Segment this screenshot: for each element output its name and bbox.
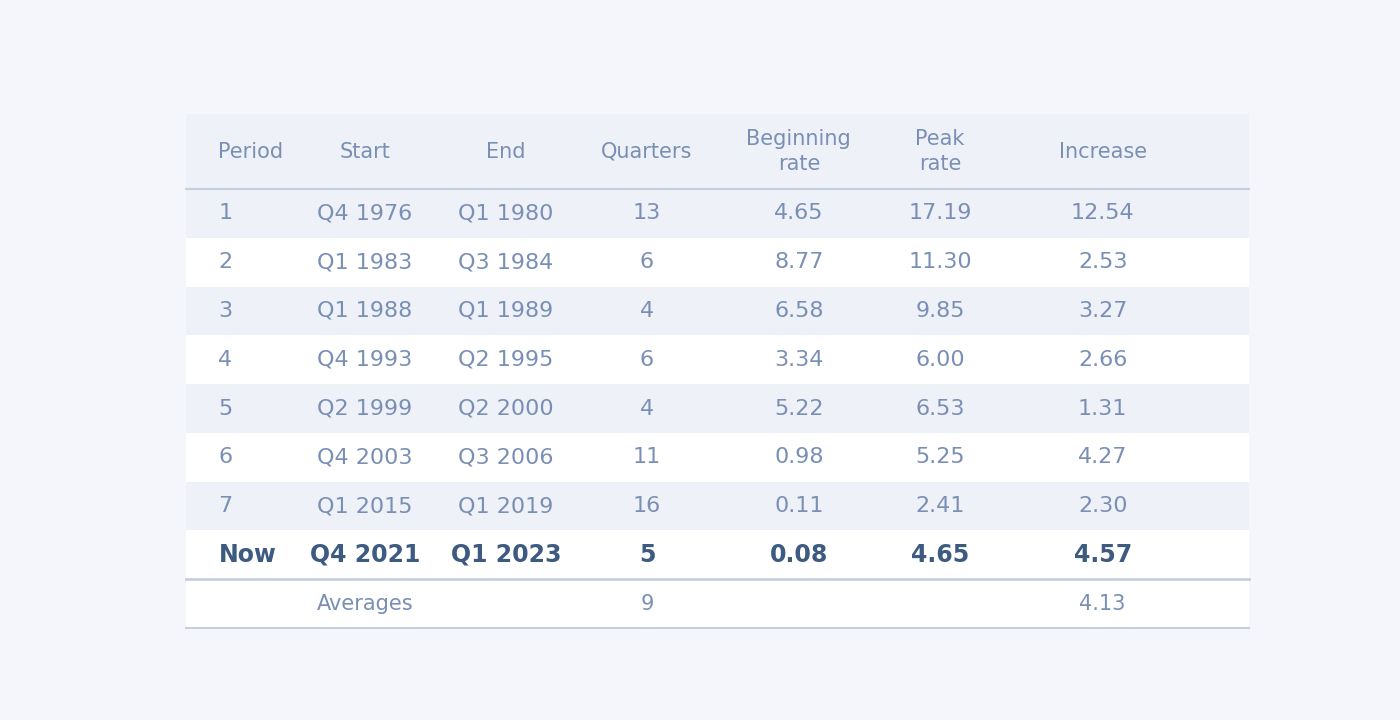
Text: Q1 2023: Q1 2023 [451, 543, 561, 567]
Text: Q4 2003: Q4 2003 [318, 447, 413, 467]
Text: Increase: Increase [1058, 142, 1147, 161]
Text: Q2 1999: Q2 1999 [318, 398, 413, 418]
Text: 5.25: 5.25 [916, 447, 965, 467]
Text: Averages: Averages [316, 594, 413, 613]
Text: 4.13: 4.13 [1079, 594, 1126, 613]
Text: 11.30: 11.30 [909, 252, 972, 272]
Text: Start: Start [339, 142, 391, 161]
Text: 6.53: 6.53 [916, 398, 965, 418]
Text: Q1 1988: Q1 1988 [318, 301, 413, 321]
Bar [186, 336, 1249, 384]
Bar [186, 114, 1249, 189]
Text: 2: 2 [218, 252, 232, 272]
Text: Q3 1984: Q3 1984 [458, 252, 553, 272]
Text: Now: Now [218, 543, 276, 567]
Text: 6: 6 [640, 252, 654, 272]
Text: 0.08: 0.08 [770, 543, 827, 567]
Text: 6: 6 [640, 350, 654, 369]
Text: 9.85: 9.85 [916, 301, 965, 321]
Text: 9: 9 [640, 594, 654, 613]
Text: 6.00: 6.00 [916, 350, 965, 369]
Text: 7: 7 [218, 496, 232, 516]
Text: Q3 2006: Q3 2006 [458, 447, 553, 467]
Text: 4.57: 4.57 [1074, 543, 1131, 567]
Text: Q1 2019: Q1 2019 [458, 496, 553, 516]
Text: 6: 6 [218, 447, 232, 467]
Text: 1: 1 [218, 203, 232, 223]
Bar [186, 531, 1249, 580]
Bar [186, 287, 1249, 336]
Text: 0.98: 0.98 [774, 447, 823, 467]
Text: 0.11: 0.11 [774, 496, 823, 516]
Text: 4.65: 4.65 [911, 543, 969, 567]
Text: End: End [486, 142, 525, 161]
Text: Q1 1989: Q1 1989 [458, 301, 553, 321]
Text: 17.19: 17.19 [909, 203, 972, 223]
Text: 4: 4 [640, 301, 654, 321]
Text: 11: 11 [633, 447, 661, 467]
Text: Q1 1980: Q1 1980 [458, 203, 553, 223]
Text: Period: Period [218, 142, 284, 161]
Text: 4.27: 4.27 [1078, 447, 1127, 467]
Text: Q1 1983: Q1 1983 [318, 252, 413, 272]
Text: 3.27: 3.27 [1078, 301, 1127, 321]
Text: 2.66: 2.66 [1078, 350, 1127, 369]
Text: 2.30: 2.30 [1078, 496, 1127, 516]
Bar [186, 238, 1249, 287]
Text: Q4 2021: Q4 2021 [309, 543, 420, 567]
Text: 2.53: 2.53 [1078, 252, 1127, 272]
Text: 16: 16 [633, 496, 661, 516]
Text: 1.31: 1.31 [1078, 398, 1127, 418]
Text: 12.54: 12.54 [1071, 203, 1134, 223]
Text: 4: 4 [640, 398, 654, 418]
Text: Q1 2015: Q1 2015 [318, 496, 413, 516]
Text: Q4 1993: Q4 1993 [318, 350, 413, 369]
Text: 6.58: 6.58 [774, 301, 823, 321]
Text: 13: 13 [633, 203, 661, 223]
Text: 4.65: 4.65 [774, 203, 823, 223]
Text: Peak
rate: Peak rate [916, 129, 965, 174]
Text: 5.22: 5.22 [774, 398, 823, 418]
Bar [186, 384, 1249, 433]
Bar [186, 482, 1249, 531]
Text: Q2 2000: Q2 2000 [458, 398, 554, 418]
Text: 8.77: 8.77 [774, 252, 823, 272]
Text: Quarters: Quarters [601, 142, 693, 161]
Text: Beginning
rate: Beginning rate [746, 129, 851, 174]
Text: 2.41: 2.41 [916, 496, 965, 516]
Text: 5: 5 [218, 398, 232, 418]
Bar [186, 433, 1249, 482]
Text: 3: 3 [218, 301, 232, 321]
Text: Q2 1995: Q2 1995 [458, 350, 553, 369]
Text: 5: 5 [638, 543, 655, 567]
Text: Q4 1976: Q4 1976 [318, 203, 413, 223]
Text: 3.34: 3.34 [774, 350, 823, 369]
Bar [186, 580, 1249, 628]
Text: 4: 4 [218, 350, 232, 369]
Bar [186, 189, 1249, 238]
